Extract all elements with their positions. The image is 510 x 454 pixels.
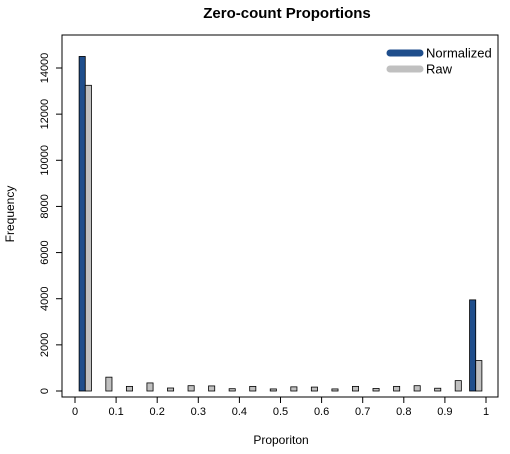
chart-title: Zero-count Proportions xyxy=(203,5,371,22)
y-tick-label: 6000 xyxy=(39,240,51,264)
x-tick-label: 0.2 xyxy=(150,406,165,418)
x-tick-label: 0.9 xyxy=(437,406,452,418)
x-tick-label: 0.1 xyxy=(108,406,123,418)
bar-raw-1 xyxy=(105,376,113,392)
bar-raw-19 xyxy=(475,360,483,392)
bar-raw-16 xyxy=(413,385,421,392)
y-tick-label: 2000 xyxy=(39,333,51,357)
y-tick-label: 12000 xyxy=(39,99,51,130)
bar-raw-0 xyxy=(84,84,92,392)
x-tick-label: 0.6 xyxy=(314,406,329,418)
bar-raw-10 xyxy=(290,386,298,392)
bar-raw-11 xyxy=(310,386,318,392)
y-tick-label: 8000 xyxy=(39,194,51,218)
x-tick-label: 0.7 xyxy=(355,406,370,418)
bar-raw-8 xyxy=(249,385,257,392)
y-tick-label: 4000 xyxy=(39,286,51,310)
bar-normalized-19 xyxy=(469,299,477,392)
x-tick-label: 1 xyxy=(483,406,489,418)
x-axis-title: Proporiton xyxy=(253,433,308,447)
x-axis: 0 0.1 0.2 0.3 0.4 0.5 0.6 0.7 0.8 0.9 1 xyxy=(72,396,489,418)
y-axis: 0 2000 4000 6000 8000 10000 12000 14000 xyxy=(39,53,63,394)
y-axis-title: Frequency xyxy=(3,186,17,243)
y-tick-label: 10000 xyxy=(39,145,51,176)
legend-label-raw: Raw xyxy=(426,62,453,77)
bar-raw-9 xyxy=(269,388,277,392)
bar-raw-2 xyxy=(125,385,133,392)
bar-raw-18 xyxy=(454,380,462,392)
plot-frame xyxy=(61,34,499,398)
x-tick-label: 0.5 xyxy=(273,406,288,418)
x-tick-label: 0.3 xyxy=(191,406,206,418)
bar-raw-7 xyxy=(228,388,236,392)
bar-raw-3 xyxy=(146,382,154,392)
plot-area xyxy=(61,34,499,398)
legend-label-normalized: Normalized xyxy=(426,46,492,61)
bar-normalized-0 xyxy=(78,56,86,392)
bar-raw-14 xyxy=(372,388,380,392)
bar-raw-13 xyxy=(352,385,359,392)
bar-raw-15 xyxy=(393,385,401,392)
series-normalized xyxy=(78,56,477,392)
y-tick-label: 0 xyxy=(39,388,51,394)
y-tick-label: 14000 xyxy=(39,53,51,84)
bar-raw-17 xyxy=(434,387,442,392)
x-tick-label: 0.8 xyxy=(396,406,411,418)
bar-raw-12 xyxy=(331,388,339,392)
x-tick-label: 0.4 xyxy=(232,406,247,418)
series-raw xyxy=(84,84,483,392)
bar-raw-6 xyxy=(208,385,216,392)
bar-raw-4 xyxy=(167,387,175,392)
x-tick-label: 0 xyxy=(72,406,78,418)
bar-raw-5 xyxy=(187,385,195,392)
